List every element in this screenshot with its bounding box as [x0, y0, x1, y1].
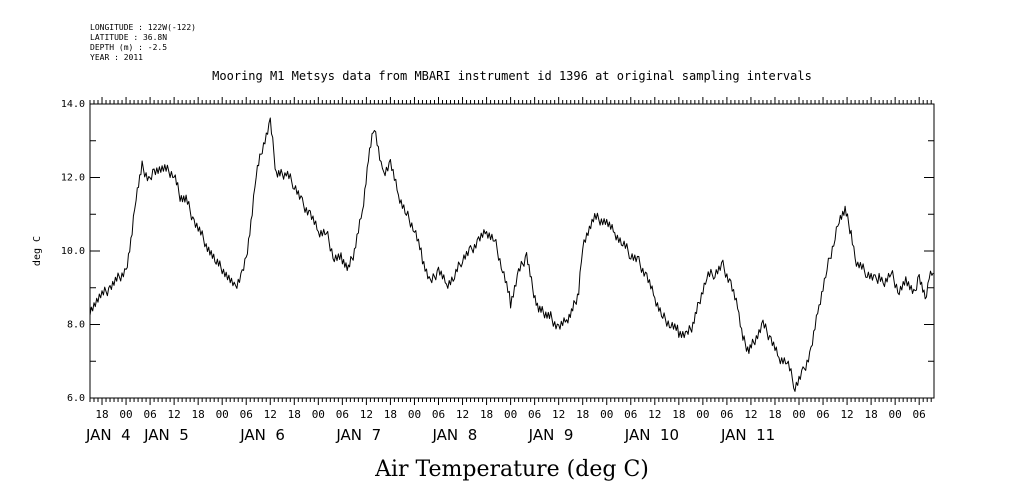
x-hour-label: 18 [95, 408, 108, 421]
x-hour-label: 06 [816, 408, 829, 421]
x-hour-label: 06 [432, 408, 445, 421]
y-tick-label: 14.0 [61, 99, 85, 110]
x-day-label: JAN 11 [720, 426, 775, 444]
meta-year: YEAR : 2011 [90, 53, 143, 62]
chart-title: Mooring M1 Metsys data from MBARI instru… [212, 69, 812, 83]
x-hour-label: 12 [744, 408, 757, 421]
x-hour-label: 18 [192, 408, 205, 421]
x-hour-label: 00 [696, 408, 709, 421]
x-hour-label: 12 [552, 408, 565, 421]
x-axis-ticks: 18 00 06 12 18 00 06 12 18 00 06 12 18 00 06 12 18 00 06 12… [89, 97, 932, 421]
x-axis-day-labels: JAN 4 JAN 5 JAN 6 JAN 7 JAN 8 JAN 9 JAN 10 JAN … [85, 426, 775, 444]
x-day-label: JAN 4 [85, 426, 131, 444]
x-hour-label: 12 [840, 408, 853, 421]
y-axis-ticks: 6.0 8.0 10.0 12.0 14.0 [61, 99, 934, 404]
meta-longitude: LONGITUDE : 122W(-122) [90, 23, 196, 32]
x-hour-label: 00 [600, 408, 613, 421]
x-hour-label: 00 [119, 408, 132, 421]
meta-latitude: LATITUDE : 36.8N [90, 33, 167, 42]
x-hour-label: 12 [264, 408, 277, 421]
x-hour-label: 06 [720, 408, 733, 421]
x-day-label: JAN 7 [335, 426, 381, 444]
x-hour-label: 00 [216, 408, 229, 421]
y-tick-label: 8.0 [67, 320, 85, 331]
meta-depth: DEPTH (m) : -2.5 [90, 43, 167, 52]
x-day-label: JAN 10 [624, 426, 679, 444]
x-day-label: JAN 8 [432, 426, 478, 444]
y-tick-label: 12.0 [61, 173, 85, 184]
x-day-label: JAN 6 [239, 426, 285, 444]
x-hour-label: 06 [913, 408, 926, 421]
x-hour-label: 12 [648, 408, 661, 421]
x-hour-label: 06 [336, 408, 349, 421]
x-hour-label: 18 [288, 408, 301, 421]
x-hour-label: 12 [360, 408, 373, 421]
x-hour-label: 00 [889, 408, 902, 421]
x-hour-label: 00 [408, 408, 421, 421]
x-hour-label: 00 [792, 408, 805, 421]
x-hour-label: 18 [768, 408, 781, 421]
plot-frame [89, 103, 935, 399]
x-hour-label: 06 [240, 408, 253, 421]
x-hour-label: 18 [672, 408, 685, 421]
air-temperature-line [89, 117, 934, 392]
x-hour-label: 18 [384, 408, 397, 421]
x-day-label: JAN 5 [143, 426, 189, 444]
x-hour-label: 18 [576, 408, 589, 421]
x-hour-label: 12 [456, 408, 469, 421]
y-tick-label: 6.0 [67, 393, 85, 404]
x-hour-label: 00 [312, 408, 325, 421]
x-hour-label: 18 [864, 408, 877, 421]
x-hour-label: 18 [480, 408, 493, 421]
y-tick-label: 10.0 [61, 246, 85, 257]
x-hour-label: 06 [624, 408, 637, 421]
x-hour-label: 00 [504, 408, 517, 421]
x-day-label: JAN 9 [528, 426, 574, 444]
x-hour-label: 06 [528, 408, 541, 421]
x-hour-label: 12 [167, 408, 180, 421]
x-axis-label: Air Temperature (deg C) [374, 457, 649, 482]
x-hour-label: 06 [143, 408, 156, 421]
y-axis-label: deg C [32, 236, 43, 266]
